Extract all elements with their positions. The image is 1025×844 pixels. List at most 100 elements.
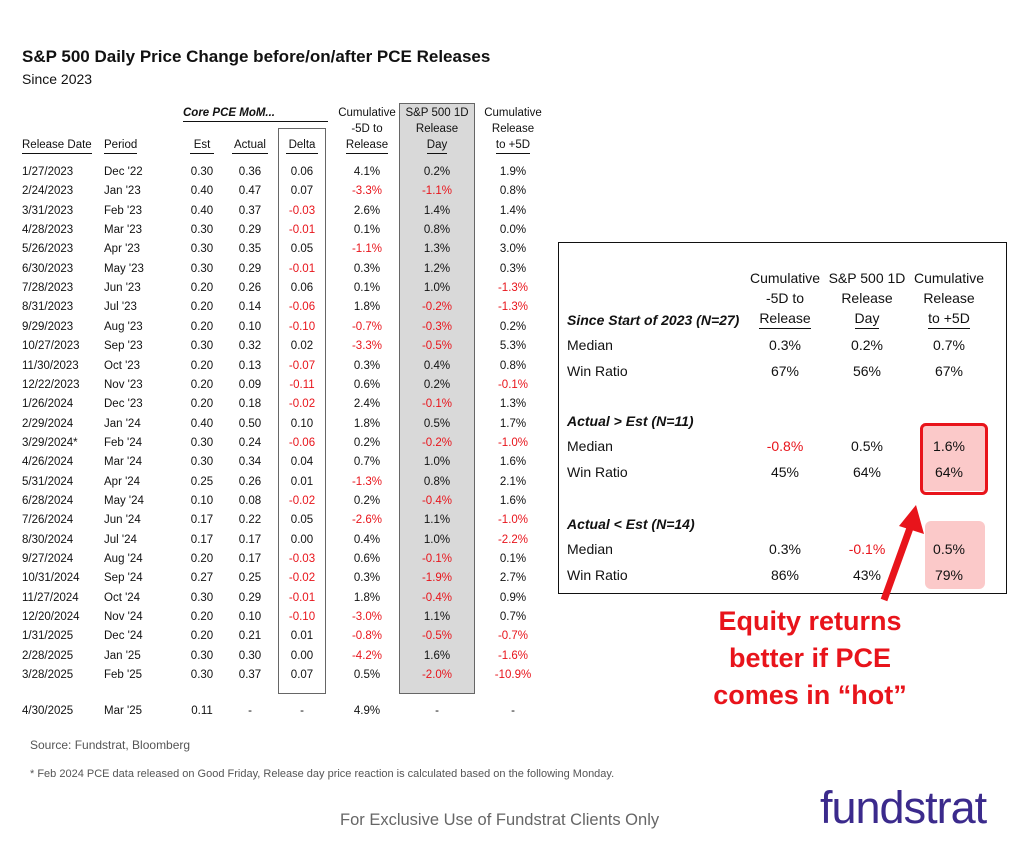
table-row-actual: 0.10 [238, 320, 262, 333]
table-row-est: 0.20 [190, 320, 214, 333]
pending-row-release-day: - [435, 705, 439, 717]
table-row-release-date: 1/31/2025 [22, 630, 74, 643]
table-row-release-day: -0.4% [421, 591, 453, 604]
table-row-period: Aug '23 [104, 320, 143, 333]
table-row-cum-before: 0.6% [353, 378, 381, 391]
table-row-release-date: 7/28/2023 [22, 282, 74, 295]
table-row-cum-after: 0.0% [499, 224, 527, 237]
summary-value: 0.2% [851, 337, 883, 353]
table-row-period: Sep '24 [104, 572, 143, 585]
table-row-delta: 0.06 [290, 166, 314, 178]
table-row-cum-after: 2.1% [499, 475, 527, 488]
table-row-release-day: -1.1% [421, 185, 453, 198]
table-row-release-day: 1.1% [423, 611, 451, 624]
table-row-release-date: 3/28/2025 [22, 669, 74, 682]
table-row-cum-after: 0.7% [499, 611, 527, 624]
header-release-day: S&P 500 1D Release Day [400, 105, 474, 154]
equity-returns-callout: Equity returns better if PCE comes in “h… [713, 606, 907, 710]
table-row-actual: 0.29 [238, 224, 262, 237]
table-row-cum-before: -4.2% [351, 649, 383, 662]
table-row-delta: 0.02 [290, 340, 314, 353]
pce-release-table: Core PCE MoM... Release Date Period Est … [0, 0, 560, 730]
table-row-release-day: 0.2% [423, 166, 451, 178]
table-row-release-date: 8/30/2024 [22, 533, 74, 546]
table-row-actual: 0.13 [238, 359, 262, 372]
table-row-delta: -0.06 [288, 436, 316, 449]
table-row-actual: 0.47 [238, 185, 262, 198]
table-row-cum-before: 2.6% [353, 204, 381, 217]
table-row-actual: 0.25 [238, 572, 262, 585]
table-row-release-date: 9/27/2024 [22, 553, 74, 565]
table-row-delta: -0.07 [288, 359, 316, 372]
table-row-delta: 0.00 [290, 533, 314, 546]
table-row-release-date: 12/22/2023 [22, 378, 80, 391]
table-row-release-day: -0.4% [421, 494, 453, 507]
table-row-release-date: 11/27/2024 [22, 591, 79, 604]
table-row-cum-before: -1.1% [351, 243, 383, 256]
table-row-release-day: -0.2% [421, 436, 453, 449]
pending-row-period: Mar '25 [104, 705, 142, 717]
table-row-period: May '24 [104, 494, 144, 507]
table-row-cum-after: -1.0% [497, 436, 529, 449]
table-row-cum-after: 0.1% [499, 553, 527, 565]
table-row-release-day: 0.4% [423, 359, 451, 372]
table-row-delta: 0.04 [290, 456, 314, 469]
table-row-release-date: 6/28/2024 [22, 494, 74, 507]
table-row-est: 0.20 [190, 282, 214, 295]
table-row-cum-after: -10.9% [494, 669, 532, 682]
summary-value: 56% [852, 363, 882, 379]
summary-value: 0.3% [769, 337, 801, 353]
table-row-est: 0.30 [190, 340, 214, 353]
table-row-cum-before: 0.1% [353, 282, 381, 295]
table-row-release-date: 11/30/2023 [22, 359, 79, 372]
table-row-est: 0.30 [190, 224, 214, 237]
table-row-actual: 0.14 [238, 301, 262, 314]
table-row-cum-after: 0.9% [499, 591, 527, 604]
summary-header-cumulative-after: Cumulative Release to +5D [909, 268, 989, 329]
table-row-cum-before: 0.3% [353, 359, 381, 372]
table-row-release-date: 6/30/2023 [22, 262, 74, 275]
table-row-delta: 0.05 [290, 243, 314, 256]
table-row-delta: -0.01 [288, 224, 316, 237]
table-row-cum-before: 4.1% [353, 166, 381, 178]
table-row-period: Dec '23 [104, 398, 143, 411]
table-row-cum-after: 1.4% [499, 204, 527, 217]
summary-header-release-day: S&P 500 1D Release Day [821, 268, 913, 329]
table-row-cum-after: 1.9% [499, 166, 527, 178]
table-row-actual: 0.24 [238, 436, 262, 449]
summary-value: 64% [852, 464, 882, 480]
table-row-est: 0.20 [190, 359, 214, 372]
header-delta: Delta [286, 137, 318, 154]
table-row-delta: -0.03 [288, 553, 316, 565]
header-release-date: Release Date [22, 137, 92, 154]
table-row-release-day: 0.5% [423, 417, 451, 430]
table-row-period: Jan '23 [104, 185, 141, 198]
table-row-est: 0.30 [190, 591, 214, 604]
table-row-release-date: 5/26/2023 [22, 243, 74, 256]
table-row-cum-before: -1.3% [351, 475, 383, 488]
table-row-est: 0.20 [190, 398, 214, 411]
table-row-actual: 0.26 [238, 475, 262, 488]
table-row-actual: 0.32 [238, 340, 262, 353]
page-title: S&P 500 Daily Price Change before/on/aft… [22, 47, 491, 66]
table-row-cum-before: 0.7% [353, 456, 381, 469]
table-row-release-day: 0.8% [423, 224, 451, 237]
table-row-release-day: 1.0% [423, 456, 451, 469]
summary-row-label: Median [567, 337, 613, 353]
table-row-cum-before: 2.4% [353, 398, 381, 411]
table-row-actual: 0.22 [238, 514, 262, 527]
summary-value: 79% [934, 567, 964, 583]
pending-row-release-date: 4/30/2025 [22, 705, 74, 717]
summary-value: 67% [934, 363, 964, 379]
table-row-actual: 0.37 [238, 669, 262, 682]
table-row-period: Nov '24 [104, 611, 143, 624]
table-row-actual: 0.26 [238, 282, 262, 295]
table-row-actual: 0.17 [238, 533, 262, 546]
table-row-cum-after: -1.0% [497, 514, 529, 527]
table-row-actual: 0.37 [238, 204, 262, 217]
table-row-delta: 0.00 [290, 649, 314, 662]
summary-value: 43% [852, 567, 882, 583]
summary-value: 1.6% [933, 438, 965, 454]
source-note: Source: Fundstrat, Bloomberg [30, 738, 191, 752]
summary-value: 86% [770, 567, 800, 583]
